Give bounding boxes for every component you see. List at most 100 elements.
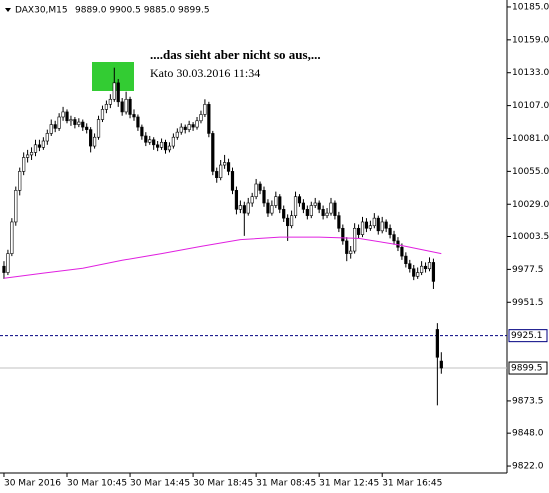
- candle-body: [408, 263, 412, 270]
- candle-body: [191, 124, 195, 128]
- candle-body: [282, 209, 286, 219]
- x-tick-label: 30 Mar 10:45: [67, 479, 127, 489]
- candle-body: [104, 104, 109, 110]
- candle-body: [435, 329, 439, 358]
- candle-body: [305, 209, 309, 216]
- candle-body: [226, 162, 231, 172]
- candle-body: [108, 98, 112, 105]
- candle-body: [219, 164, 223, 178]
- candle-body: [89, 129, 93, 147]
- candle-body: [199, 114, 203, 122]
- candle-body: [404, 255, 408, 264]
- annotation-title: ....das sieht aber nicht so aus,...: [150, 47, 321, 62]
- candle-body: [6, 253, 10, 273]
- candle-body: [431, 262, 436, 282]
- candle-body: [321, 209, 325, 216]
- candle-body: [65, 111, 69, 122]
- candle-body: [337, 215, 341, 229]
- candle-body: [53, 124, 57, 129]
- candle-body: [246, 202, 250, 214]
- candle-body: [195, 120, 199, 128]
- header-ohlc: 9889.0 9900.5 9885.0 9899.5: [75, 6, 210, 16]
- candle-body: [392, 234, 396, 242]
- moving-average: [3, 236, 442, 279]
- candle-body: [274, 196, 278, 206]
- bid-label-box: [508, 361, 548, 375]
- candle-body: [33, 144, 38, 153]
- candle-body: [45, 133, 49, 142]
- candle-body: [49, 124, 53, 134]
- candle-body: [297, 196, 302, 204]
- candle-body: [412, 268, 416, 277]
- y-tick-label: 9822.0: [512, 462, 544, 472]
- candle-body: [423, 265, 428, 270]
- candle-body: [132, 114, 136, 118]
- candle-body: [167, 145, 172, 151]
- candle-body: [112, 82, 116, 100]
- x-tick-label: 30 Mar 2016: [4, 479, 61, 489]
- candle-body: [10, 221, 14, 254]
- candle-body: [427, 262, 432, 270]
- x-tick-label: 31 Mar 16:45: [382, 479, 442, 489]
- candle-body: [116, 82, 120, 103]
- candle-body: [356, 227, 361, 235]
- candle-body: [234, 190, 239, 210]
- candle-body: [309, 205, 313, 216]
- candle-body: [345, 240, 349, 254]
- candle-body: [175, 131, 179, 138]
- y-tick-label: 10003.5: [512, 232, 549, 242]
- collapse-icon[interactable]: [5, 8, 11, 12]
- candle-body: [152, 139, 156, 146]
- candle-body: [278, 196, 282, 210]
- x-tick-label: 31 Mar 08:45: [256, 479, 316, 489]
- candle-body: [18, 171, 22, 191]
- candle-body: [136, 116, 140, 128]
- candle-body: [242, 205, 246, 214]
- candle-body: [301, 202, 306, 210]
- candle-body: [376, 217, 380, 232]
- candle-body: [144, 135, 148, 143]
- candle-body: [439, 360, 443, 369]
- candle-body: [100, 109, 105, 120]
- candle-body: [270, 205, 274, 214]
- candle-body: [266, 202, 270, 214]
- candle-body: [420, 265, 424, 273]
- candle-body: [159, 141, 164, 148]
- candle-body: [349, 250, 353, 254]
- x-tick-label: 31 Mar 12:45: [319, 479, 379, 489]
- candle-body: [29, 152, 34, 156]
- candle-body: [128, 98, 132, 115]
- candle-body: [156, 144, 160, 148]
- candle-body: [372, 217, 376, 227]
- candle-body: [416, 272, 420, 277]
- candle-body: [120, 101, 124, 113]
- candle-body: [293, 196, 298, 216]
- candle-body: [286, 217, 290, 227]
- y-tick-label: 10159.0: [512, 35, 549, 45]
- x-tick-label: 30 Mar 18:45: [193, 479, 253, 489]
- candle-body: [211, 133, 215, 172]
- candle-body: [179, 126, 183, 133]
- candle-body: [69, 119, 73, 122]
- candle-body: [313, 202, 317, 206]
- candle-body: [73, 119, 77, 125]
- candle-body: [61, 111, 65, 118]
- candle-body: [124, 98, 128, 113]
- candle-body: [289, 215, 294, 227]
- candle-body: [14, 190, 18, 223]
- candle-body: [26, 154, 30, 158]
- y-tick-label: 10185.0: [512, 2, 549, 12]
- y-tick-label: 9977.5: [512, 265, 544, 275]
- candle-body: [400, 246, 404, 257]
- y-tick-label: 10133.0: [512, 68, 549, 78]
- x-tick-label: 30 Mar 14:45: [130, 479, 190, 489]
- candle-body: [223, 162, 227, 166]
- level-label-box: [508, 329, 548, 343]
- candle-body: [77, 121, 81, 125]
- candle-body: [364, 221, 369, 229]
- symbol: DAX30,M15: [15, 6, 68, 16]
- candle-body: [163, 141, 168, 151]
- candle-body: [207, 104, 211, 134]
- candle-body: [203, 104, 207, 115]
- bid-label: 9899.5: [511, 364, 543, 374]
